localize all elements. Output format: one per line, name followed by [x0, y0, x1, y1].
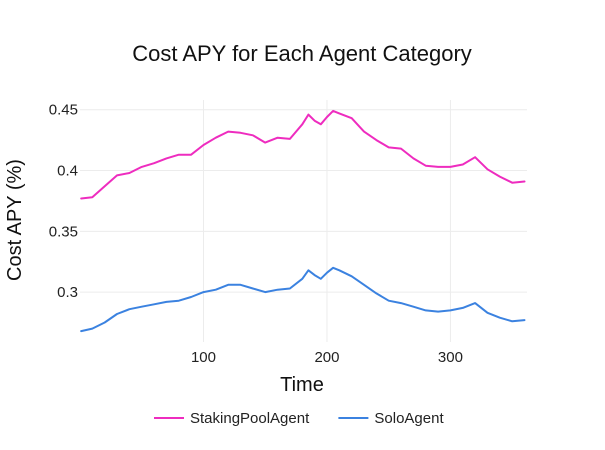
tick-labels: 0.3 0.35 0.4 0.45 100 200 300 [49, 102, 463, 366]
grid [80, 100, 527, 342]
x-tick-label: 300 [438, 349, 463, 366]
x-axis-label: Time [280, 374, 324, 396]
legend-item-soloagent[interactable]: SoloAgent [338, 410, 444, 427]
legend-item-stakingpoolagent[interactable]: StakingPoolAgent [154, 410, 310, 427]
y-tick-label: 0.3 [57, 284, 78, 301]
y-tick-label: 0.4 [57, 163, 78, 180]
legend-label: SoloAgent [374, 410, 444, 427]
y-tick-label: 0.45 [49, 102, 78, 119]
legend-label: StakingPoolAgent [190, 410, 310, 427]
x-tick-label: 100 [191, 349, 216, 366]
series-lines [80, 109, 526, 333]
chart-title: Cost APY for Each Agent Category [132, 41, 472, 66]
series-line-soloagent [80, 266, 526, 333]
x-tick-label: 200 [314, 349, 339, 366]
legend[interactable]: StakingPoolAgent SoloAgent [154, 410, 444, 427]
y-tick-label: 0.35 [49, 223, 78, 240]
series-line-stakingpoolagent [80, 109, 526, 200]
y-axis-label: Cost APY (%) [4, 159, 26, 281]
